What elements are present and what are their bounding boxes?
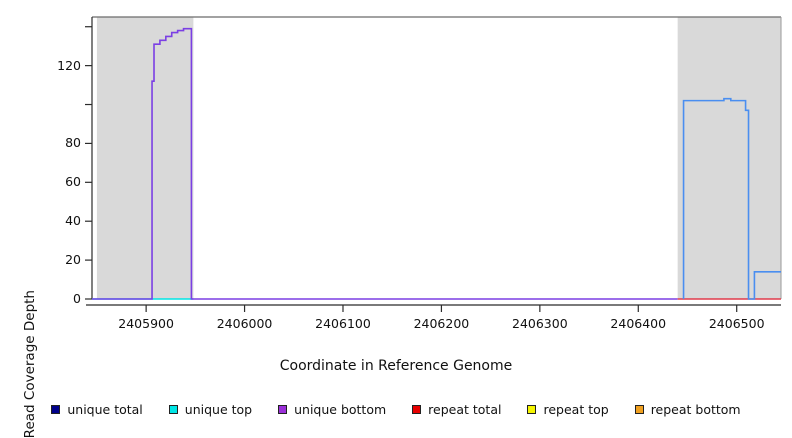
- y-tick-label: 20: [65, 252, 81, 268]
- x-tick-label: 2406200: [413, 316, 470, 331]
- series-unique-bottom: [92, 27, 678, 300]
- y-tick-label: 60: [65, 174, 81, 190]
- legend-label: unique total: [67, 401, 143, 417]
- legend-entry-repeat-bottom[interactable]: repeat bottom: [634, 401, 741, 417]
- legend-entry-repeat-total[interactable]: repeat total: [412, 402, 501, 417]
- x-axis-title: Coordinate in Reference Genome: [279, 358, 513, 374]
- x-tick-label: 2405900: [118, 316, 174, 331]
- data-series-layer: [92, 27, 781, 300]
- legend-label: repeat top: [543, 401, 609, 417]
- legend-swatch-icon: [634, 404, 644, 414]
- legend-entry-unique-top[interactable]: unique top: [168, 401, 253, 417]
- legend-entry-unique-total[interactable]: unique total: [51, 401, 143, 417]
- legend-swatch-icon: [412, 404, 422, 414]
- legend-swatch-icon: [51, 404, 61, 414]
- y-tick-label: 0: [73, 291, 81, 306]
- plot-area: [85, 16, 782, 312]
- x-tick-label: 2406100: [315, 316, 371, 331]
- chart-legend: unique total unique top unique bottom repea…: [0, 398, 792, 420]
- legend-swatch-icon: [527, 404, 537, 414]
- legend-entry-repeat-top[interactable]: repeat top: [527, 401, 609, 417]
- shaded-regions-layer: [96, 17, 781, 299]
- series-right-coverage-trace: [682, 97, 781, 300]
- x-tick-label: 2406000: [216, 316, 273, 331]
- legend-entry-unique-bottom[interactable]: unique bottom: [278, 402, 386, 417]
- x-tick-label: 2406500: [708, 316, 765, 331]
- right-repeat-region: [677, 17, 781, 299]
- y-tick-label: 40: [65, 213, 81, 229]
- legend-label: repeat bottom: [650, 401, 741, 417]
- legend-label: repeat total: [428, 401, 502, 417]
- axis-ticks-layer: [85, 26, 738, 312]
- left-repeat-region: [96, 17, 194, 299]
- legend-label: unique bottom: [294, 401, 387, 417]
- legend-label: unique top: [184, 401, 253, 417]
- x-tick-label: 2406400: [610, 316, 667, 331]
- legend-swatch-icon: [278, 404, 288, 414]
- plot-frame-layer: [86, 16, 782, 306]
- y-tick-label: 120: [57, 57, 81, 73]
- legend-swatch-icon: [168, 404, 178, 414]
- y-tick-label: 80: [65, 135, 81, 151]
- x-tick-label: 2406300: [512, 316, 568, 331]
